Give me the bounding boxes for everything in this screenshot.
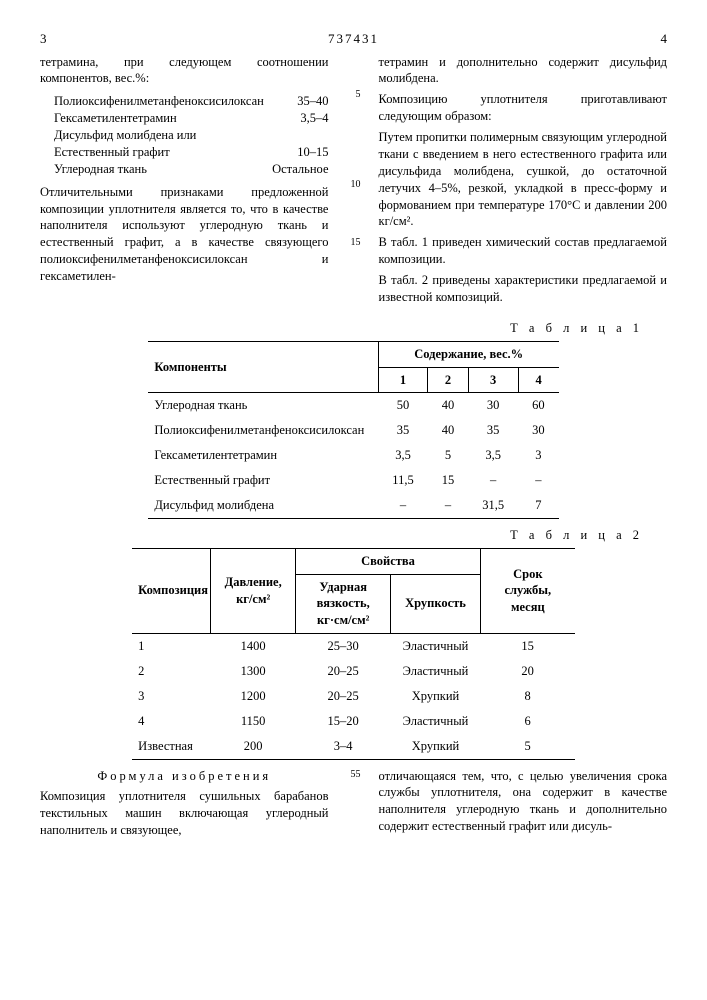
footer-left: Формула изобретения Композиция уплотните… xyxy=(40,768,329,844)
right-p5: В табл. 2 приведены характеристики предл… xyxy=(379,272,668,306)
footer-right: отличающаяся тем, что, с целью увеличени… xyxy=(379,768,668,844)
left-p2: Отличительными признаками предложенной к… xyxy=(40,184,329,285)
t2-head-press: Давление, кг/см² xyxy=(211,548,296,634)
table-2: Композиция Давление, кг/см² Свойства Сро… xyxy=(132,548,575,760)
page-num-right: 4 xyxy=(661,30,668,48)
t2-head-life: Срок службы, месяц xyxy=(480,548,575,634)
footer-right-p: отличающаяся тем, что, с целью увеличени… xyxy=(379,768,668,836)
t1-head-components: Компоненты xyxy=(148,341,378,393)
right-p3: Путем пропитки полимерным связующим угле… xyxy=(379,129,668,230)
comp-row: Естественный графит10–15 xyxy=(54,144,329,161)
comp-row: Дисульфид молибдена или xyxy=(54,127,329,144)
table-row: 1140025–30Эластичный15 xyxy=(132,634,575,659)
table1-caption: Т а б л и ц а 1 xyxy=(40,320,643,337)
line-marker: 5 xyxy=(347,88,361,102)
line-marker: 15 xyxy=(347,236,361,250)
table-row: 2130020–25Эластичный20 xyxy=(132,659,575,684)
left-column: тетрамина, при следующем соотношении ком… xyxy=(40,54,329,310)
table2-caption: Т а б л и ц а 2 xyxy=(40,527,643,544)
line-marker: 55 xyxy=(347,768,361,782)
right-column: тетрамин и дополнительно содержит дисуль… xyxy=(379,54,668,310)
table-row: Известная2003–4Хрупкий5 xyxy=(132,734,575,759)
composition-list: Полиоксифенилметанфеноксисилоксан35–40 Г… xyxy=(54,93,329,177)
footer-left-p: Композиция уплотнителя сушильных барабан… xyxy=(40,788,329,839)
table-row: Дисульфид молибдена ––31,57 xyxy=(148,493,558,518)
table-row: Гексаметилентетрамин 3,553,53 xyxy=(148,443,558,468)
t2-head-comp: Композиция xyxy=(132,548,211,634)
comp-row: Полиоксифенилметанфеноксисилоксан35–40 xyxy=(54,93,329,110)
comp-row: Гексаметилентетрамин3,5–4 xyxy=(54,110,329,127)
table-row: Полиоксифенилметанфеноксисилоксан 354035… xyxy=(148,418,558,443)
right-p4: В табл. 1 приведен химический состав пре… xyxy=(379,234,668,268)
two-column-body: тетрамина, при следующем соотношении ком… xyxy=(40,54,667,310)
footer-columns: Формула изобретения Композиция уплотните… xyxy=(40,768,667,844)
right-p2: Композицию уплотнителя приготавливают сл… xyxy=(379,91,668,125)
right-p1: тетрамин и дополнительно содержит дисуль… xyxy=(379,54,668,88)
t2-head-impact: Ударная вязкость, кг·см/см² xyxy=(296,574,391,634)
t1-col: 4 xyxy=(518,367,559,393)
line-number-gutter: 5 10 15 xyxy=(347,54,361,310)
t2-head-brittle: Хрупкость xyxy=(391,574,481,634)
table-row: Естественный графит 11,515–– xyxy=(148,468,558,493)
table-row: 4115015–20Эластичный6 xyxy=(132,709,575,734)
t1-head-content: Содержание, вес.% xyxy=(378,341,558,367)
t1-col: 3 xyxy=(468,367,518,393)
formula-heading: Формула изобретения xyxy=(40,768,329,785)
t1-col: 1 xyxy=(378,367,427,393)
document-number: 737431 xyxy=(47,30,661,48)
line-number-gutter: 55 xyxy=(347,768,361,844)
table-1: Компоненты Содержание, вес.% 1 2 3 4 Угл… xyxy=(148,341,558,519)
t1-col: 2 xyxy=(428,367,469,393)
table-row: Углеродная ткань 50403060 xyxy=(148,393,558,418)
line-marker: 10 xyxy=(347,178,361,192)
left-p1: тетрамина, при следующем соотношении ком… xyxy=(40,54,329,88)
table-row: 3120020–25Хрупкий8 xyxy=(132,684,575,709)
comp-row: Углеродная тканьОстальное xyxy=(54,161,329,178)
t2-head-props: Свойства xyxy=(296,548,481,574)
page-header: 3 737431 4 xyxy=(40,30,667,48)
